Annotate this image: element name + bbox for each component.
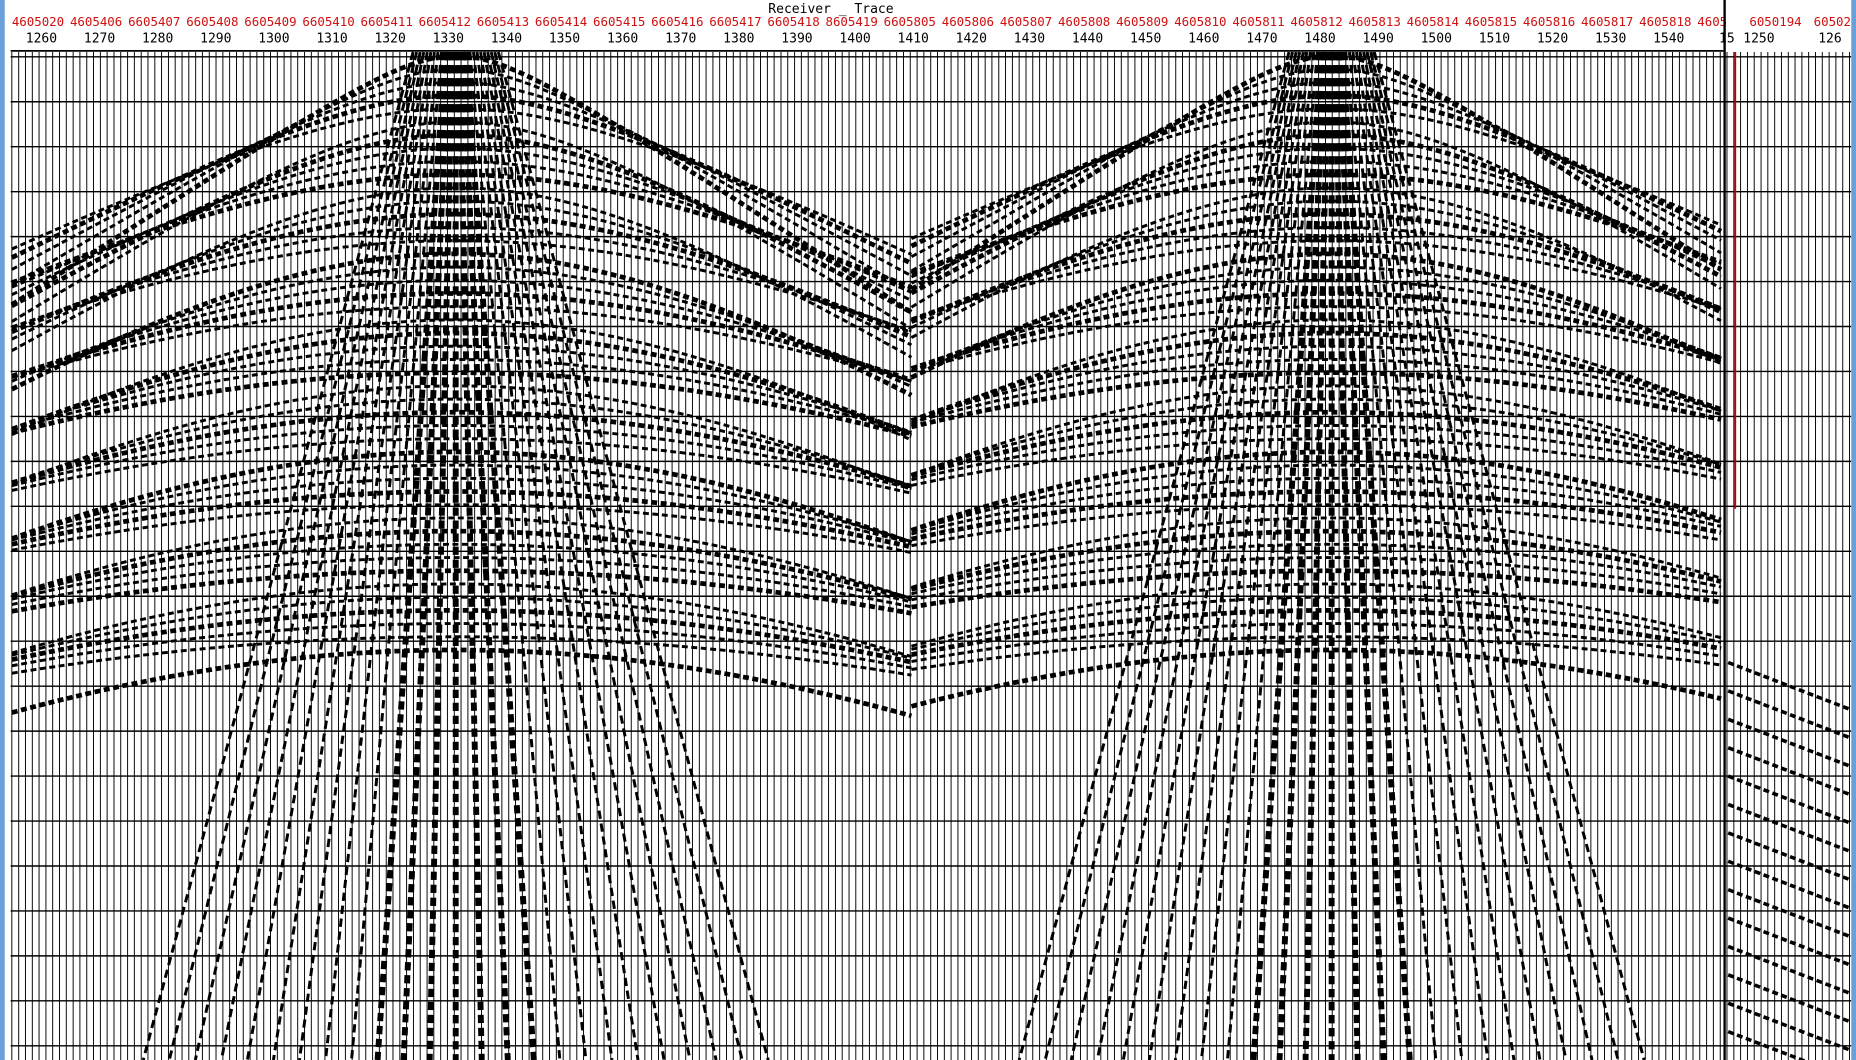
- receiver-label: 6605412: [419, 14, 471, 29]
- receiver-label: 4605808: [1058, 14, 1110, 29]
- trace-label: 1490: [1362, 32, 1393, 47]
- receiver-label: 4605814: [1407, 14, 1459, 29]
- trace-label: 1310: [316, 32, 347, 47]
- receiver-label: 4605811: [1232, 14, 1284, 29]
- receiver-label: 6605408: [186, 14, 238, 29]
- receiver-label: 6605407: [128, 14, 180, 29]
- trace-label: 1340: [491, 32, 522, 47]
- trace-label: 1450: [1130, 32, 1161, 47]
- trace-label: 1260: [26, 32, 57, 47]
- receiver-label: 6605415: [593, 14, 645, 29]
- trace-label: 1430: [1014, 32, 1045, 47]
- receiver-label: 8605419: [825, 14, 877, 29]
- receiver-label: 4605818: [1639, 14, 1691, 29]
- receiver-label: 4605815: [1465, 14, 1517, 29]
- trace-label: 1360: [607, 32, 638, 47]
- receiver-label: 4605406: [70, 14, 122, 29]
- trace-label: 1470: [1246, 32, 1277, 47]
- trace-label: 1320: [374, 32, 405, 47]
- trace-label: 15: [1719, 32, 1735, 47]
- receiver-label: 4605817: [1581, 14, 1633, 29]
- trace-label: 1390: [781, 32, 812, 47]
- trace-label: 1280: [142, 32, 173, 47]
- trace-label: 1510: [1479, 32, 1510, 47]
- trace-label: 1350: [549, 32, 580, 47]
- receiver-label: 4605809: [1116, 14, 1168, 29]
- trace-label: 1480: [1304, 32, 1335, 47]
- window-border-right: [1851, 0, 1856, 1060]
- receiver-label: 4605816: [1523, 14, 1575, 29]
- receiver-label: 6605409: [244, 14, 296, 29]
- receiver-label: 4605807: [1000, 14, 1052, 29]
- trace-label: 1330: [433, 32, 464, 47]
- page: { "title": "Receiver _ Trace", "receiver…: [0, 0, 1856, 1060]
- receiver-label: 6605417: [709, 14, 761, 29]
- trace-label: 1250: [1743, 32, 1774, 47]
- trace-label: 1420: [956, 32, 987, 47]
- receiver-label: 4605: [1697, 14, 1727, 29]
- trace-label: 1540: [1653, 32, 1684, 47]
- trace-label: 1460: [1188, 32, 1219, 47]
- seismic-view: Receiver _ Trace 46050204605406660540766…: [0, 0, 1856, 1060]
- trace-label: 1380: [723, 32, 754, 47]
- receiver-label: 6605411: [361, 14, 413, 29]
- receiver-label: 4605806: [942, 14, 994, 29]
- trace-label: 1520: [1537, 32, 1568, 47]
- trace-label: 1300: [258, 32, 289, 47]
- receiver-label: 4605813: [1349, 14, 1401, 29]
- trace-label: 1290: [200, 32, 231, 47]
- trace-label: 1270: [84, 32, 115, 47]
- trace-label: 1500: [1421, 32, 1452, 47]
- trace-label: 1370: [665, 32, 696, 47]
- trace-label: 1400: [839, 32, 870, 47]
- receiver-label: 60502: [1814, 14, 1851, 29]
- receiver-label: 6605414: [535, 14, 587, 29]
- trace-label: 126: [1818, 32, 1841, 47]
- receiver-label: 4605020: [12, 14, 64, 29]
- receiver-label: 6605413: [477, 14, 529, 29]
- trace-label: 1410: [898, 32, 929, 47]
- window-border-left: [0, 0, 5, 1060]
- receiver-label: 4605812: [1290, 14, 1342, 29]
- receiver-label: 6050194: [1749, 14, 1801, 29]
- trace-label: 1530: [1595, 32, 1626, 47]
- receiver-label: 6605416: [651, 14, 703, 29]
- receiver-label: 6605418: [767, 14, 819, 29]
- trace-label: 1440: [1072, 32, 1103, 47]
- receiver-label: 6605805: [884, 14, 936, 29]
- receiver-label: 4605810: [1174, 14, 1226, 29]
- receiver-label: 6605410: [302, 14, 354, 29]
